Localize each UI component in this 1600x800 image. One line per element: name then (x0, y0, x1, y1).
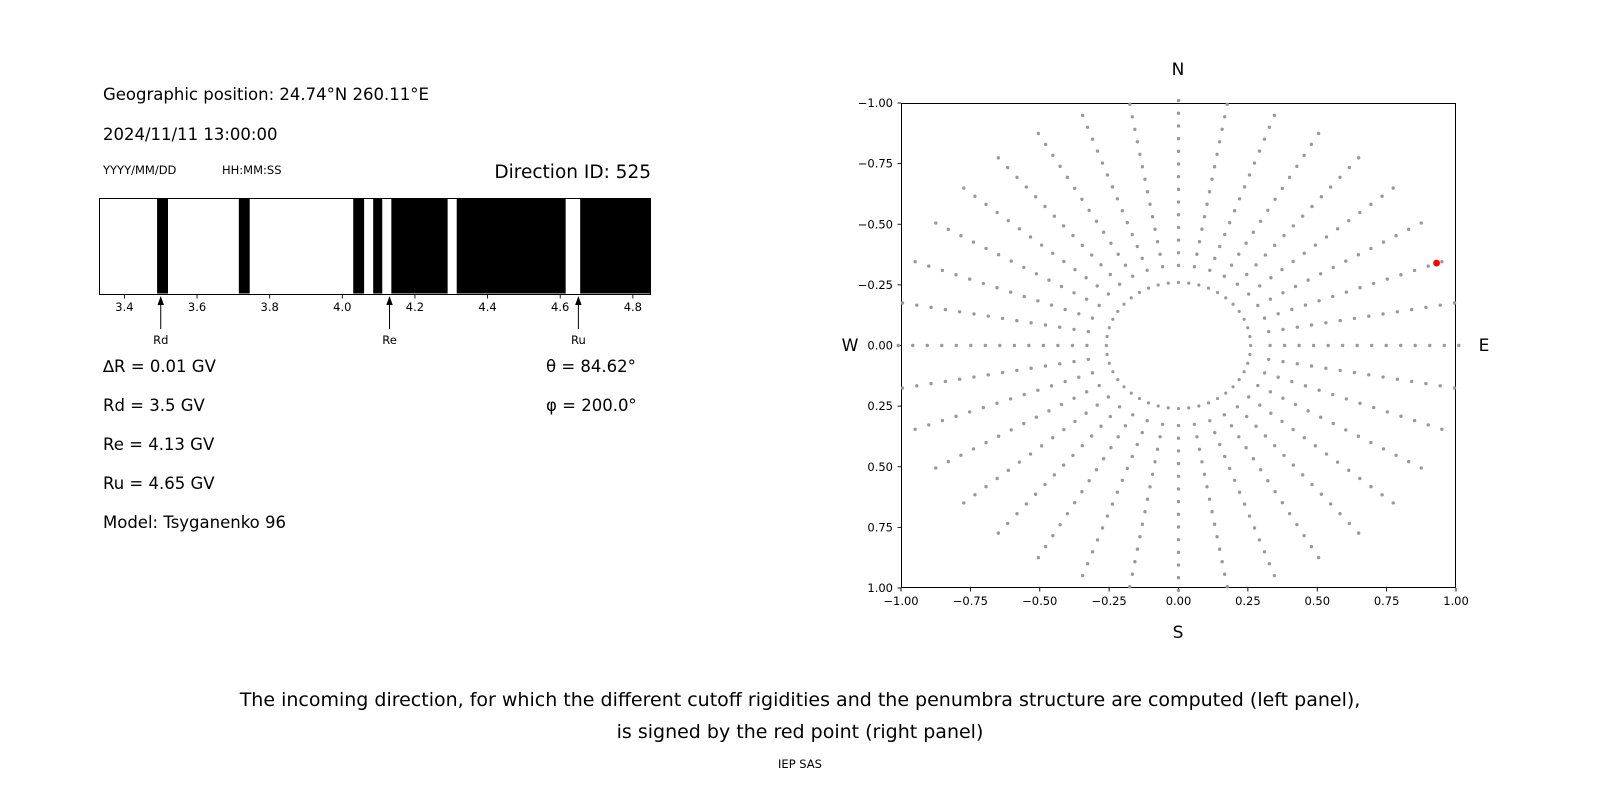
map-ytick-label: 0.00 (867, 339, 893, 353)
delta-r-text: ∆R = 0.01 GV (103, 357, 216, 376)
rd-arrow-label: Rd (153, 333, 168, 347)
compass-north-label: N (1171, 60, 1185, 80)
compass-south-label: S (1172, 623, 1184, 643)
rd-text: Rd = 3.5 GV (103, 396, 205, 415)
caption-line-1: The incoming direction, for which the di… (239, 689, 1361, 711)
map-xtick-label: 1.00 (1443, 594, 1469, 608)
penumbra-tick-label: 4.6 (551, 300, 569, 314)
re-arrow-label: Re (382, 333, 397, 347)
map-xtick-label: −1.00 (883, 594, 918, 608)
map-ytick-label: 1.00 (867, 581, 893, 595)
map-ytick-label: 0.25 (867, 399, 893, 413)
penumbra-tick-label: 4.4 (478, 300, 496, 314)
map-ytick-label: −1.00 (858, 96, 893, 110)
penumbra-tick-label: 4.2 (406, 300, 424, 314)
penumbra-chart: 3.4 3.6 3.8 4.0 4.2 4.4 4.6 4.8 Rd Re Ru (99, 198, 651, 347)
ru-arrow-label: Ru (571, 333, 586, 347)
penumbra-tick-label: 4.8 (624, 300, 642, 314)
map-xtick-label: 0.75 (1374, 594, 1400, 608)
penumbra-band (580, 199, 651, 294)
map-ytick-label: −0.75 (858, 157, 893, 171)
penumbra-band (391, 199, 448, 294)
map-xtick-label: −0.50 (1022, 594, 1057, 608)
time-format-label: HH:MM:SS (222, 163, 282, 177)
map-xtick-label: −0.25 (1092, 594, 1127, 608)
map-axes-box (901, 103, 1456, 588)
penumbra-band (353, 199, 365, 294)
datetime-text: 2024/11/11 13:00:00 (103, 125, 278, 144)
penumbra-band (373, 199, 383, 294)
red-point (1433, 259, 1440, 267)
date-format-label: YYYY/MM/DD (103, 163, 177, 177)
penumbra-band (456, 199, 566, 294)
penumbra-band (157, 199, 168, 294)
direction-id-text: Direction ID: 525 (494, 162, 651, 183)
map-xtick-label: 0.25 (1235, 594, 1261, 608)
penumbra-tick-label: 4.0 (333, 300, 351, 314)
model-text: Model: Tsyganenko 96 (103, 513, 287, 532)
geo-position-text: Geographic position: 24.74°N 260.11°E (103, 85, 429, 104)
re-text: Re = 4.13 GV (103, 435, 215, 454)
penumbra-tick-label: 3.4 (115, 300, 133, 314)
direction-map-chart: −1.001.00−0.750.75−0.500.50−0.250.250.00… (858, 96, 1469, 608)
compass-east-label: E (1478, 336, 1490, 356)
map-xtick-label: 0.00 (1166, 594, 1192, 608)
theta-text: θ = 84.62° (546, 357, 636, 376)
map-xtick-label: 0.50 (1304, 594, 1330, 608)
penumbra-tick-label: 3.8 (261, 300, 279, 314)
penumbra-band (238, 199, 250, 294)
compass-west-label: W (841, 336, 859, 356)
map-ytick-label: 0.75 (867, 520, 893, 534)
direction-dots (896, 98, 1461, 593)
map-xtick-label: −0.75 (953, 594, 988, 608)
credit-text: IEP SAS (778, 757, 822, 771)
map-ytick-label: 0.50 (867, 460, 893, 474)
caption-line-2: is signed by the red point (right panel) (616, 721, 984, 743)
map-ytick-label: −0.25 (858, 278, 893, 292)
map-ytick-label: −0.50 (858, 217, 893, 231)
phi-text: φ = 200.0° (546, 396, 637, 415)
penumbra-tick-label: 3.6 (188, 300, 206, 314)
ru-text: Ru = 4.65 GV (103, 474, 215, 493)
